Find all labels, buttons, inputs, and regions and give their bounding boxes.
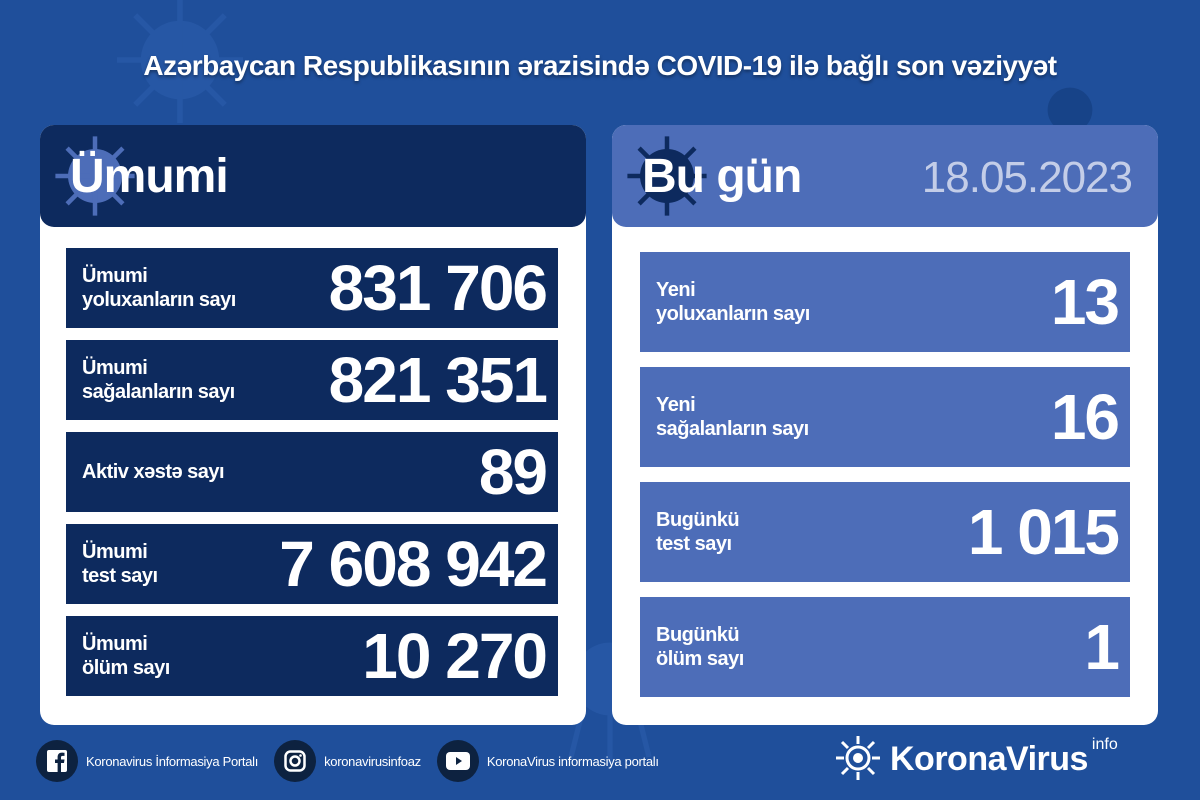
virus-icon bbox=[627, 136, 707, 216]
stat-value: 13 bbox=[1050, 266, 1120, 338]
stat-row: Ümumi ölüm sayı 10 270 bbox=[66, 616, 558, 696]
stat-label: Ümumi test sayı bbox=[82, 541, 158, 587]
stat-value: 1 bbox=[1084, 611, 1120, 683]
footer: Koronavirus İnformasiya Portalı koronavi… bbox=[36, 740, 675, 782]
stat-label: Bugünkü ölüm sayı bbox=[656, 624, 744, 670]
logo-name: KoronaVirus bbox=[890, 740, 1088, 778]
facebook-link[interactable]: Koronavirus İnformasiya Portalı bbox=[36, 740, 258, 782]
stat-label: Ümumi ölüm sayı bbox=[82, 633, 170, 679]
stat-label: Ümumi sağalanların sayı bbox=[82, 357, 235, 403]
stat-row: Bugünkü test sayı 1 015 bbox=[640, 482, 1130, 582]
logo-sup: info bbox=[1091, 736, 1118, 753]
stat-label: Yeni sağalanların sayı bbox=[656, 394, 809, 440]
report-date: 18.05.2023 bbox=[921, 153, 1133, 202]
stat-label: Aktiv xəstə sayı bbox=[82, 461, 225, 483]
stat-value: 821 351 bbox=[328, 344, 548, 416]
virus-icon bbox=[55, 136, 135, 216]
stat-row: Ümumi yoluxanların sayı 831 706 bbox=[66, 248, 558, 328]
stat-value: 16 bbox=[1050, 381, 1120, 453]
page-title: Azərbaycan Respublikasının ərazisində CO… bbox=[0, 50, 1200, 82]
facebook-label: Koronavirus İnformasiya Portalı bbox=[86, 753, 259, 769]
stat-row: Ümumi sağalanların sayı 821 351 bbox=[66, 340, 558, 420]
total-header: Ümumi bbox=[40, 125, 586, 227]
stat-value: 7 608 942 bbox=[279, 528, 548, 600]
stat-row: Yeni yoluxanların sayı 13 bbox=[640, 252, 1130, 352]
koronavirus-logo: KoronaVirus info bbox=[836, 736, 1118, 780]
youtube-link[interactable]: KoronaVirus informasiya portalı bbox=[436, 740, 659, 782]
stat-label: Bugünkü test sayı bbox=[656, 509, 740, 555]
total-heading: Ümumi bbox=[70, 150, 229, 203]
stat-label: Yeni yoluxanların sayı bbox=[656, 279, 810, 325]
facebook-icon bbox=[36, 740, 78, 782]
stat-row: Bugünkü ölüm sayı 1 bbox=[640, 597, 1130, 697]
stat-value: 1 015 bbox=[967, 496, 1120, 568]
youtube-icon bbox=[436, 740, 479, 782]
stat-row: Yeni sağalanların sayı 16 bbox=[640, 367, 1130, 467]
virus-decoration-icon bbox=[1047, 87, 1093, 133]
instagram-icon bbox=[274, 740, 317, 782]
today-header: Bu gün 18.05.2023 bbox=[612, 125, 1158, 227]
total-panel: Ümumi Ümumi yoluxanların sayı 831 706 Ümum… bbox=[40, 125, 586, 725]
instagram-label: koronavirusinfoaz bbox=[324, 753, 421, 769]
today-heading: Bu gün bbox=[642, 150, 802, 203]
stat-value: 89 bbox=[478, 436, 548, 508]
youtube-label: KoronaVirus informasiya portalı bbox=[486, 753, 659, 769]
stat-row: Ümumi test sayı 7 608 942 bbox=[66, 524, 558, 604]
today-panel: Bu gün 18.05.2023 Yeni yoluxanların sayı… bbox=[612, 125, 1158, 725]
virus-decoration-icon bbox=[117, 0, 243, 123]
page-title-text: Azərbaycan Respublikasının ərazisində CO… bbox=[143, 50, 1057, 81]
sun-virus-icon bbox=[836, 736, 880, 780]
stat-value: 831 706 bbox=[328, 252, 548, 324]
stat-value: 10 270 bbox=[362, 620, 548, 692]
stat-row: Aktiv xəstə sayı 89 bbox=[66, 432, 558, 512]
stat-label: Ümumi yoluxanların sayı bbox=[82, 265, 236, 311]
instagram-link[interactable]: koronavirusinfoaz bbox=[274, 740, 421, 782]
